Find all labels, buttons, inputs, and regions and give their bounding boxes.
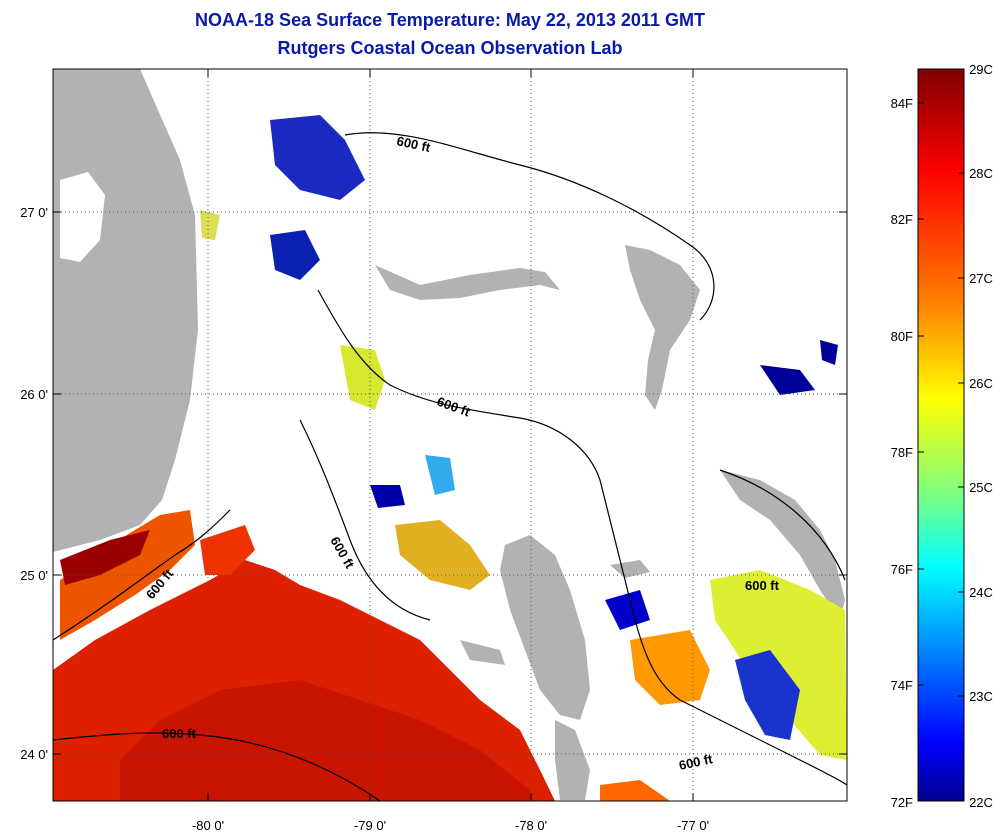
axis-ticks [53,69,847,801]
warm-water-sw-core [120,680,530,801]
warm-water-coast [60,510,195,640]
blue-patch-center [370,485,405,508]
lat-tick-label: 27 0' [20,205,48,220]
colorbar-fahrenheit-label: 78F [891,445,913,460]
andros-south-land [555,720,590,800]
warm-water-hot [60,530,150,585]
cool-patch-north-2 [270,230,320,280]
berry-islands-land [460,640,505,665]
colorbar-celsius-label: 27C [969,271,993,286]
colorbar-fahrenheit-label: 76F [891,562,913,577]
blue-patch-east [605,590,650,630]
contour-label: 600 ft [678,751,715,773]
colorbar-ticks [918,102,964,697]
colorbar-fahrenheit-label: 80F [891,329,913,344]
colorbar-celsius-label: 24C [969,585,993,600]
mixed-patch-center [395,520,490,590]
cool-patch-north-1 [270,115,365,200]
colorbar-celsius-label: 25C [969,480,993,495]
abaco-land [625,245,700,410]
andros-land [500,535,590,720]
blue-patch-far-east-2 [820,340,838,365]
lon-tick-label: -79 0' [354,818,386,833]
warm-patch-south [600,780,670,801]
colorbar-celsius-label: 28C [969,166,993,181]
cyan-patch-coast [200,210,220,240]
lat-tick-label: 25 0' [20,568,48,583]
map-frame [52,68,848,802]
colorbar-fahrenheit-label: 72F [891,795,913,810]
colorbar-fahrenheit-label: 82F [891,212,913,227]
colorbar-celsius-label: 26C [969,376,993,391]
colorbar-fahrenheit-label: 74F [891,678,913,693]
grand-bahama-land [375,265,560,300]
colorbar-celsius-label: 22C [969,795,993,810]
colorbar-fahrenheit-label: 84F [891,96,913,111]
new-providence-land [610,560,650,578]
lon-tick-label: -78 0' [515,818,547,833]
contour-label: 600 ft [162,726,197,741]
map-title: NOAA-18 Sea Surface Temperature: May 22,… [195,10,705,30]
colorbar [917,68,965,802]
contour-label: 600 ft [395,133,432,155]
colorbar-celsius-label: 23C [969,689,993,704]
contour-label: 600 ft [435,394,473,420]
cyan-patch-center [425,455,455,495]
blue-patch-far-east [760,365,815,395]
lon-tick-label: -80 0' [192,818,224,833]
lat-tick-label: 24 0' [20,747,48,762]
map-subtitle: Rutgers Coastal Ocean Observation Lab [277,38,623,58]
contour-label: 600 ft [745,578,780,593]
lat-tick-label: 26 0' [20,387,48,402]
grid-lines [53,69,847,801]
contour-lines [53,132,847,801]
warm-patch-east [200,525,255,575]
lon-tick-label: -77 0' [677,818,709,833]
mixed-patch-north [340,345,385,410]
mixed-patch-east [630,630,710,705]
cool-patch-east-blue [735,650,800,740]
florida-land [53,69,198,552]
contour-label: 600 ft [327,534,357,571]
lake-okeechobee [60,172,105,262]
eleuthera-land [720,470,845,620]
colorbar-celsius-label: 29C [969,62,993,77]
